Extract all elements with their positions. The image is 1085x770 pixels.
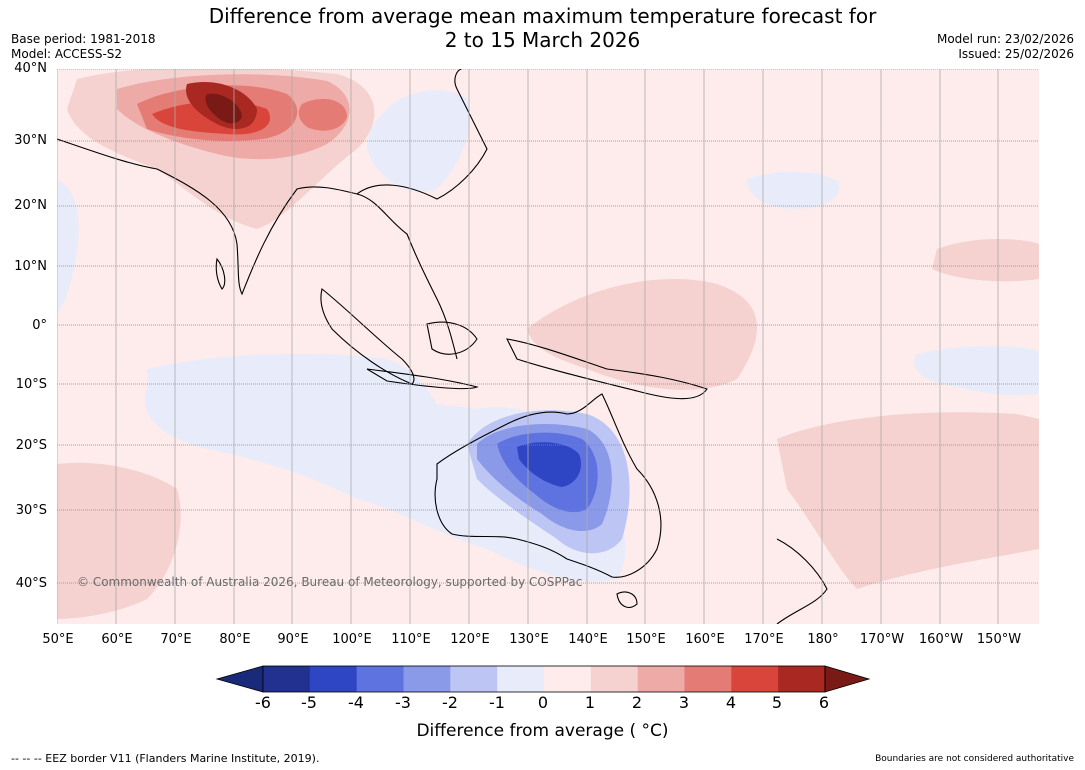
colorbar-frame: [262, 665, 826, 693]
colorbar-cell: [497, 666, 545, 692]
lon-label: 50°E: [42, 632, 74, 647]
colorbar-tick: 0: [537, 693, 549, 712]
colorbar-tick: -3: [395, 693, 411, 712]
forecast-map: © Commonwealth of Australia 2026, Bureau…: [57, 69, 1039, 624]
copyright-notice: © Commonwealth of Australia 2026, Bureau…: [77, 575, 582, 589]
lon-label: 180°: [807, 632, 839, 647]
anomaly-region-west-pacific-cool: [367, 90, 471, 192]
lon-label: 170°E: [744, 632, 784, 647]
lat-label: 10°N: [14, 259, 47, 274]
lon-label: 120°E: [450, 632, 490, 647]
colorbar-tick: 2: [631, 693, 643, 712]
colorbar-tick: 1: [584, 693, 596, 712]
anomaly-region-eastern-pacific-cool: [914, 346, 1039, 396]
colorbar-cell: [309, 666, 358, 692]
lon-label: 70°E: [160, 632, 192, 647]
colorbar: [215, 665, 871, 693]
title-line-1: Difference from average mean maximum tem…: [208, 4, 877, 28]
colorbar-cell: [778, 666, 826, 692]
colorbar-cell: [637, 666, 685, 692]
model-run: Model run: 23/02/2026: [936, 32, 1074, 46]
model-name: Model: ACCESS-S2: [11, 47, 123, 61]
eez-legend-note: -- -- -- EEZ border V11 (Flanders Marine…: [11, 752, 320, 765]
coastlines: [57, 69, 828, 624]
australia-coastline: [434, 393, 662, 578]
lat-label: 30°S: [15, 503, 47, 518]
lon-label: 170°W: [859, 632, 905, 647]
lat-label: 40°S: [15, 576, 47, 591]
lat-label: 20°N: [14, 198, 47, 213]
title-line-2: 2 to 15 March 2026: [444, 28, 641, 52]
colorbar-tick: -1: [489, 693, 505, 712]
lat-label: 40°N: [14, 61, 47, 76]
anomaly-region-indian-ocean-cool: [145, 353, 626, 582]
anomaly-region-west-pacific-warm: [527, 279, 757, 390]
issued-date: Issued: 25/02/2026: [958, 47, 1074, 61]
lon-label: 60°E: [101, 632, 133, 647]
lon-label: 140°E: [568, 632, 608, 647]
anomaly-region-australia-cool-4: [517, 442, 582, 487]
run-info: Model run: 23/02/2026 Issued: 25/02/2026: [937, 32, 1074, 62]
anomaly-region-east-asia-warm-3: [298, 98, 347, 131]
boundary-disclaimer: Boundaries are not considered authoritat…: [875, 754, 1074, 764]
colorbar-cell: [544, 666, 592, 692]
anomaly-region-north-pacific-warm: [932, 239, 1039, 282]
colorbar-under-arrow: [215, 665, 264, 693]
model-info: Base period: 1981-2018 Model: ACCESS-S2: [11, 32, 156, 62]
graticule: [57, 69, 1039, 584]
lat-label: 0°: [32, 318, 47, 333]
lon-label: 90°E: [277, 632, 309, 647]
colorbar-label: Difference from average ( °C): [416, 721, 669, 741]
lon-label: 160°W: [918, 632, 964, 647]
colorbar-cell: [403, 666, 451, 692]
colorbar-cell: [590, 666, 639, 692]
anomaly-region-south-indian-warm: [57, 462, 181, 619]
lat-label: 30°N: [14, 133, 47, 148]
colorbar-cell: [684, 666, 732, 692]
colorbar-tick: 5: [771, 693, 783, 712]
colorbar-tick: -4: [348, 693, 364, 712]
anomaly-region-south-pacific-warm: [777, 412, 1039, 589]
colorbar-tick: 3: [678, 693, 690, 712]
lat-label: 10°S: [15, 377, 47, 392]
colorbar-cell: [263, 666, 311, 692]
anomaly-region-west-indian-cool: [57, 179, 79, 314]
lon-label: 80°E: [219, 632, 251, 647]
lon-label: 150°E: [626, 632, 666, 647]
colorbar-tick: -6: [255, 693, 271, 712]
base-period: Base period: 1981-2018: [11, 32, 156, 46]
anomaly-region-tropical-pacific-cool: [747, 171, 840, 209]
colorbar-cell: [731, 666, 779, 692]
colorbar-tick: 6: [818, 693, 830, 712]
meridians: [57, 69, 999, 624]
colorbar-tick: -2: [442, 693, 458, 712]
lon-label: 130°E: [509, 632, 549, 647]
colorbar-tick: -5: [301, 693, 317, 712]
colorbar-cell: [356, 666, 404, 692]
lon-label: 110°E: [391, 632, 431, 647]
lon-label: 160°E: [685, 632, 725, 647]
lat-label: 20°S: [15, 438, 47, 453]
colorbar-tick: 4: [725, 693, 737, 712]
anomaly-region-asia-warm-6: [205, 93, 242, 124]
colorbar-over-arrow: [824, 665, 871, 693]
chart-title: Difference from average mean maximum tem…: [0, 4, 1085, 52]
lon-label: 100°E: [332, 632, 372, 647]
colorbar-cell: [450, 666, 498, 692]
lon-label: 150°W: [976, 632, 1022, 647]
